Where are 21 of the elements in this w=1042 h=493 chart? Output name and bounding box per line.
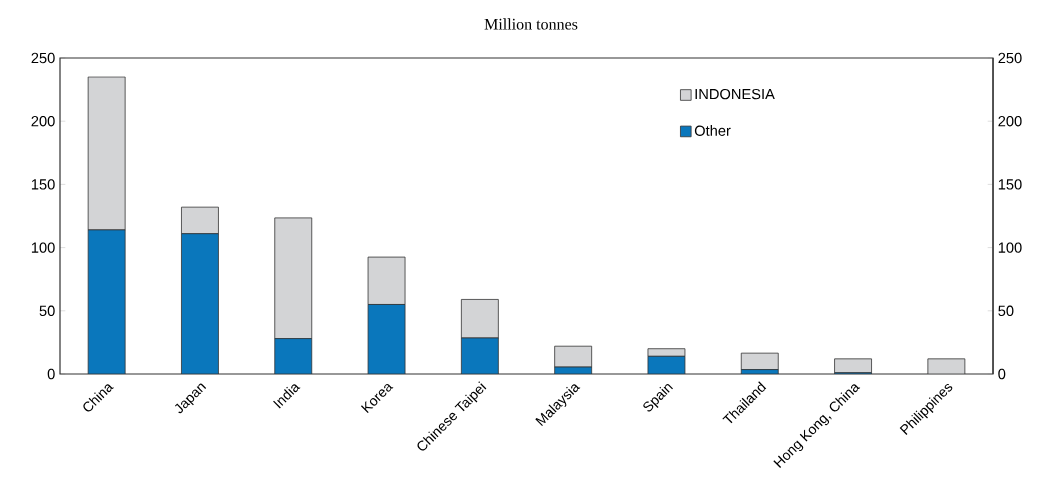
bar [181, 206, 219, 235]
y2-tick-label: 200 [998, 116, 1022, 127]
y-tick-label: 150 [31, 179, 55, 190]
bar [367, 256, 406, 305]
y2-tick-label: 0 [998, 368, 1006, 380]
y2-tick-label: 100 [998, 242, 1022, 253]
y-tick-label: 0 [47, 368, 55, 380]
y2-tick-label: 250 [998, 52, 1022, 64]
y-tick-label: 100 [31, 242, 55, 253]
y2-tick-label: 50 [998, 305, 1014, 316]
bar [87, 76, 126, 231]
legend-label: INDONESIA [695, 88, 775, 100]
bar [834, 358, 872, 373]
y2-tick-label: 150 [998, 179, 1022, 190]
y-tick-label: 250 [31, 52, 55, 64]
y-tick-label: 200 [31, 116, 55, 127]
y-tick-label: 50 [39, 305, 55, 316]
bar [460, 299, 499, 339]
legend-label: Other [694, 125, 731, 136]
chart-subtitle: Million tonnes [484, 18, 578, 30]
bar [274, 217, 313, 340]
